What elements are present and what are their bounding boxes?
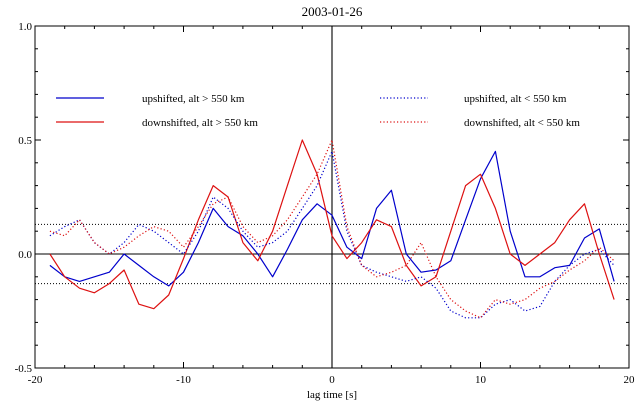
x-axis: -20 -10 0 10 20	[28, 26, 635, 386]
x-tick-label: -10	[176, 374, 191, 386]
y-tick-label: 0.0	[18, 249, 32, 261]
y-tick-label: 0.5	[18, 135, 32, 147]
series-layer	[49, 139, 615, 319]
chart-title: 2003-01-26	[302, 4, 363, 19]
x-tick-label: -20	[28, 374, 43, 386]
series-line-4	[49, 139, 615, 319]
series-line-2	[49, 139, 615, 310]
x-axis-label: lag time [s]	[307, 389, 357, 401]
legend-label-2: downshifted, alt > 550 km	[142, 117, 258, 129]
x-tick-label: 20	[624, 374, 636, 386]
x-tick-label: 0	[329, 374, 335, 386]
legend: upshifted, alt > 550 km downshifted, alt …	[56, 93, 580, 129]
legend-label-4: downshifted, alt < 550 km	[464, 117, 580, 129]
y-tick-label: 1.0	[18, 21, 32, 33]
legend-label-1: upshifted, alt > 550 km	[142, 93, 245, 105]
y-axis: -0.5 0.0 0.5 1.0	[15, 21, 629, 375]
x-tick-label: 10	[475, 374, 487, 386]
reference-lines	[35, 26, 629, 368]
legend-label-3: upshifted, alt < 550 km	[464, 93, 567, 105]
y-tick-label: -0.5	[15, 363, 33, 375]
